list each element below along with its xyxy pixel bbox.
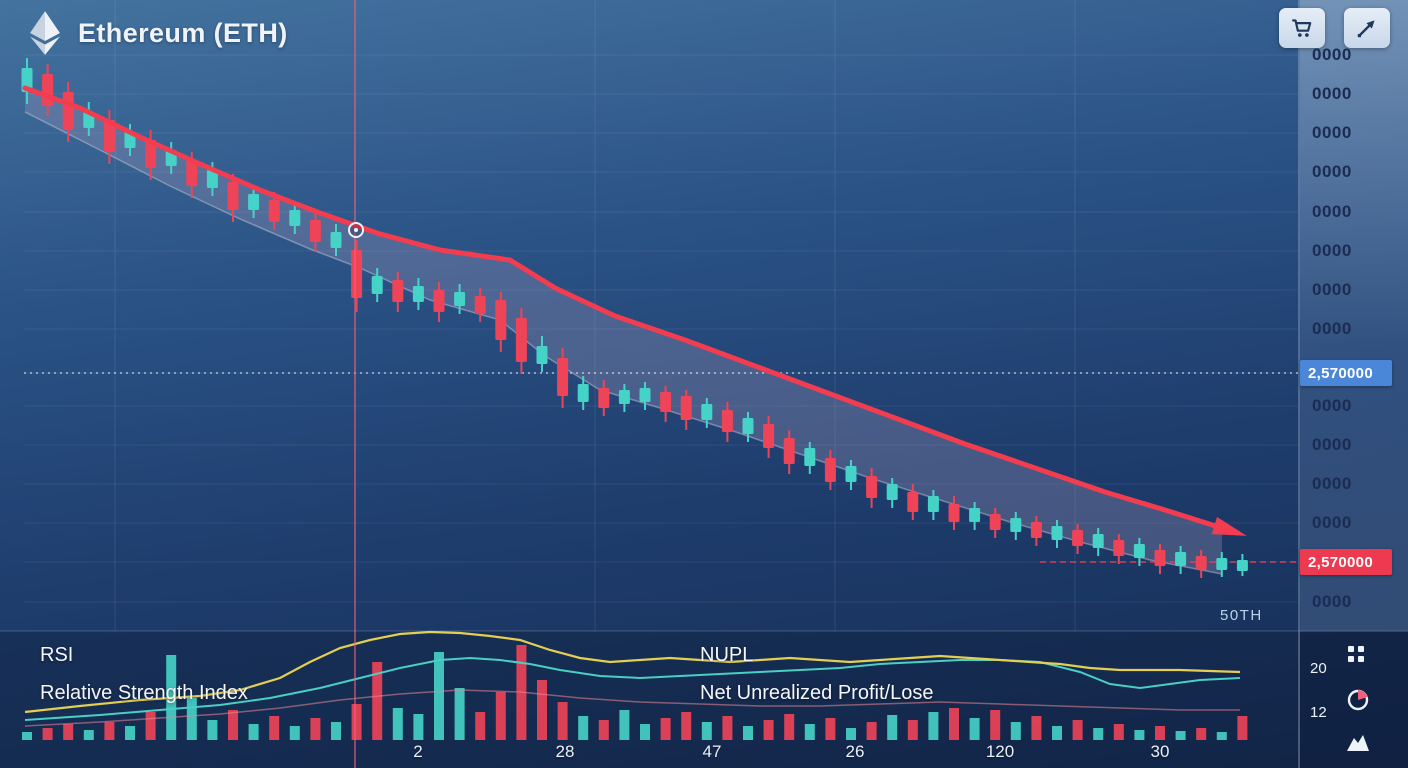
trendline-tool-button[interactable] [1344,8,1390,48]
time-axis-label: 28 [555,742,575,761]
time-axis-label: 120 [985,742,1015,761]
indicator-level-top: 20 [1310,660,1327,677]
price-axis-label: 0000 [1312,474,1352,493]
time-axis-label: 26 [845,742,865,761]
hashrate-label: 50TH [1220,607,1263,624]
trendline-tool-icon [1357,20,1375,38]
price-axis-label: 0000 [1312,280,1352,299]
mountain-chart-icon[interactable] [1346,734,1370,754]
cart-button[interactable] [1279,8,1325,48]
side-panel: 20 12 [1300,632,1408,768]
indicator-level-bottom: 12 [1310,704,1327,721]
time-axis-label: 2 [413,742,423,761]
current-price-tag-red: 2,570000 [1300,549,1392,575]
price-axis-label: 0000 [1312,162,1352,181]
price-axis-label: 0000 [1312,513,1352,532]
dashboard-grid-icon[interactable] [1346,644,1368,666]
pie-chart-icon[interactable] [1346,688,1370,712]
price-axis-label: 0000 [1312,592,1352,611]
header: Ethereum (ETH) [26,10,288,56]
price-axis-label: 0000 [1312,241,1352,260]
time-axis: 2 28 47 26 120 30 [0,742,1300,768]
price-axis: 0000 0000 0000 0000 0000 0000 0000 0000 2,570000… [1300,0,1408,631]
current-price-tag-blue: 2,570000 [1300,360,1392,386]
rsi-label: RSI [40,644,74,666]
page-title: Ethereum (ETH) [78,17,288,48]
price-axis-label: 0000 [1312,202,1352,221]
time-axis-label: 30 [1150,742,1170,761]
price-axis-label: 0000 [1312,319,1352,338]
cart-icon [1292,19,1312,37]
price-axis-label: 0000 [1312,84,1352,103]
ethereum-logo [30,11,60,55]
nupl-full-label: Net Unrealized Profit/Lose [700,682,934,704]
price-axis-label: 0000 [1312,435,1352,454]
price-axis-label: 0000 [1312,396,1352,415]
price-axis-label: 0000 [1312,45,1352,64]
price-axis-label: 0000 [1312,123,1352,142]
rsi-full-label: Relative Strength Index [40,682,248,704]
time-axis-label: 47 [702,742,722,761]
nupl-label: NUPL [700,644,754,666]
